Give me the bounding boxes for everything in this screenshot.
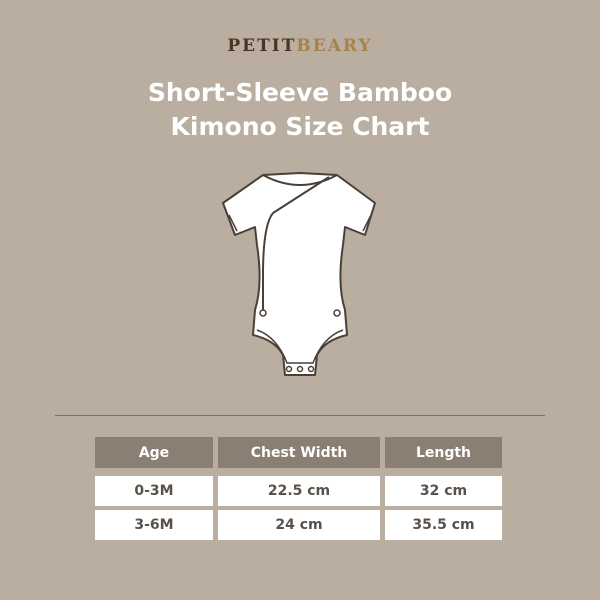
cell-age: 3-6M: [95, 510, 213, 540]
title-line1: Short-Sleeve Bamboo: [147, 78, 453, 107]
cell-age: 0-3M: [95, 476, 213, 506]
divider: [55, 415, 545, 416]
cell-length: 32 cm: [385, 476, 502, 506]
brand-part2: BEARY: [296, 36, 373, 56]
cell-chest-width: 24 cm: [218, 510, 380, 540]
header-chest-width: Chest Width: [218, 437, 380, 468]
brand-part1: PETIT: [227, 36, 297, 56]
cell-length: 35.5 cm: [385, 510, 502, 540]
title-line2: Kimono Size Chart: [170, 112, 430, 141]
kimono-bodysuit-icon: [222, 172, 376, 376]
page-title: Short-Sleeve Bamboo Kimono Size Chart: [0, 76, 600, 144]
header-length: Length: [385, 437, 502, 468]
cell-chest-width: 22.5 cm: [218, 476, 380, 506]
header-age: Age: [95, 437, 213, 468]
brand-logo: PETITBEARY: [0, 36, 600, 56]
